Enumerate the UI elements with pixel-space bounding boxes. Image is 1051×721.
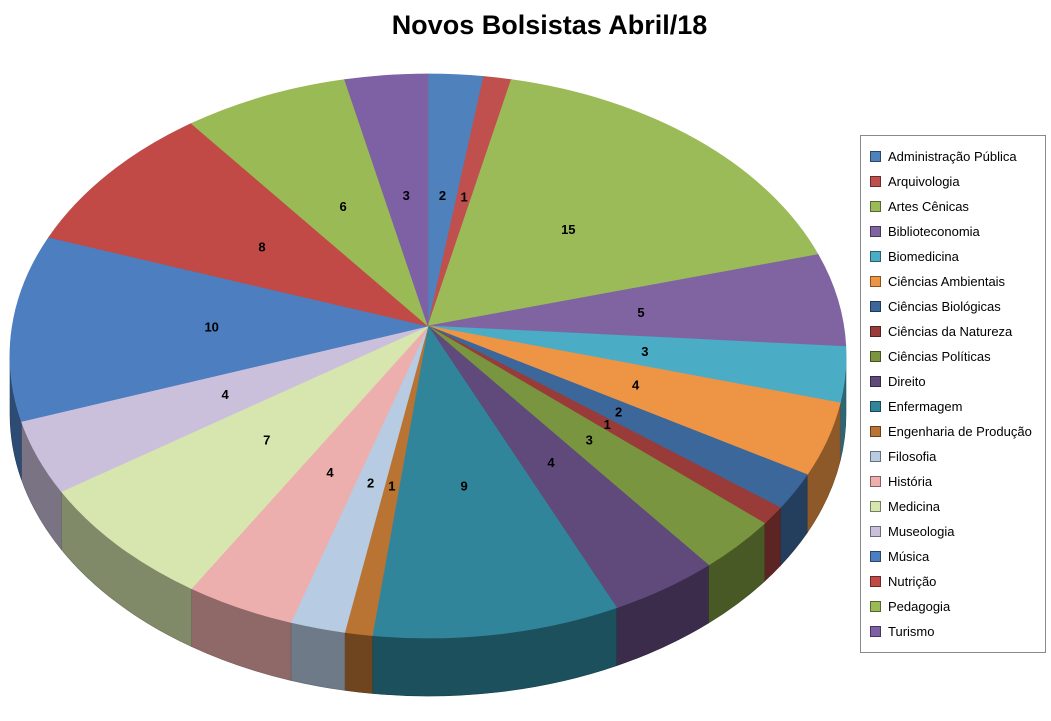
- legend-swatch: [870, 376, 881, 387]
- legend-label: Direito: [888, 374, 926, 389]
- legend-label: Biomedicina: [888, 249, 959, 264]
- slice-value-label: 10: [204, 319, 218, 334]
- legend-swatch: [870, 201, 881, 212]
- legend-swatch: [870, 551, 881, 562]
- pie-slice-wall: [290, 622, 345, 691]
- chart-title: Novos Bolsistas Abril/18: [391, 10, 708, 40]
- legend-label: Turismo: [888, 624, 935, 639]
- legend-swatch: [870, 351, 881, 362]
- legend-item: Ciências Políticas: [870, 344, 1039, 369]
- slice-value-label: 4: [547, 455, 555, 470]
- legend-label: Filosofia: [888, 449, 937, 464]
- legend-swatch: [870, 626, 881, 637]
- legend-swatch: [870, 426, 881, 437]
- legend-label: Ciências Políticas: [888, 349, 991, 364]
- legend-label: Ciências Biológicas: [888, 299, 1001, 314]
- legend-label: Ciências da Natureza: [888, 324, 1013, 339]
- legend-item: Turismo: [870, 619, 1039, 644]
- legend-item: Pedagogia: [870, 594, 1039, 619]
- legend-label: Música: [888, 549, 930, 564]
- legend-item: Biblioteconomia: [870, 219, 1039, 244]
- legend-label: Pedagogia: [888, 599, 951, 614]
- slice-value-label: 2: [615, 405, 622, 420]
- slice-value-label: 4: [632, 378, 640, 393]
- pie-slice-wall: [344, 631, 373, 694]
- slice-value-label: 9: [460, 479, 467, 494]
- legend-label: História: [888, 474, 933, 489]
- legend: Administração Pública Arquivologia Artes C…: [860, 135, 1046, 653]
- legend-swatch: [870, 401, 881, 412]
- legend-item: Ciências Ambientais: [870, 269, 1039, 294]
- legend-label: Artes Cênicas: [888, 199, 969, 214]
- slice-value-label: 1: [604, 417, 611, 432]
- legend-swatch: [870, 526, 881, 537]
- legend-item: Filosofia: [870, 444, 1039, 469]
- legend-item: Administração Pública: [870, 144, 1039, 169]
- slice-value-label: 5: [637, 305, 644, 320]
- legend-label: Ciências Ambientais: [888, 274, 1006, 289]
- slice-value-label: 4: [326, 465, 334, 480]
- pie-slice: [427, 79, 819, 327]
- slice-value-label: 1: [388, 479, 395, 494]
- pie-slice: [344, 73, 429, 327]
- legend-item: História: [870, 469, 1039, 494]
- slice-value-label: 8: [258, 239, 265, 254]
- slice-value-label: 7: [263, 433, 270, 448]
- legend-item: Engenharia de Produção: [870, 419, 1039, 444]
- legend-swatch: [870, 176, 881, 187]
- legend-item: Enfermagem: [870, 394, 1039, 419]
- pie-slice: [60, 325, 429, 589]
- slice-value-label: 3: [641, 344, 648, 359]
- legend-swatch: [870, 476, 881, 487]
- pie-slice: [371, 324, 618, 639]
- legend-item: Ciências Biológicas: [870, 294, 1039, 319]
- legend-label: Museologia: [888, 524, 955, 539]
- legend-swatch: [870, 576, 881, 587]
- legend-label: Engenharia de Produção: [888, 424, 1032, 439]
- legend-label: Biblioteconomia: [888, 224, 980, 239]
- legend-swatch: [870, 276, 881, 287]
- legend-swatch: [870, 501, 881, 512]
- slice-value-label: 15: [561, 222, 575, 237]
- legend-swatch: [870, 251, 881, 262]
- legend-item: Artes Cênicas: [870, 194, 1039, 219]
- slice-value-label: 2: [367, 476, 374, 491]
- slice-value-label: 4: [221, 387, 229, 402]
- legend-swatch: [870, 601, 881, 612]
- legend-label: Arquivologia: [888, 174, 960, 189]
- legend-label: Administração Pública: [888, 149, 1017, 164]
- pie-slice: [48, 123, 429, 327]
- slice-value-label: 1: [460, 190, 467, 205]
- slice-value-label: 6: [339, 199, 346, 214]
- pie-slice: [427, 254, 847, 348]
- legend-swatch: [870, 301, 881, 312]
- legend-swatch: [870, 451, 881, 462]
- legend-item: Nutrição: [870, 569, 1039, 594]
- legend-label: Medicina: [888, 499, 941, 514]
- legend-swatch: [870, 226, 881, 237]
- slice-value-label: 3: [586, 433, 593, 448]
- pie-slice: [9, 236, 429, 422]
- legend-item: Música: [870, 544, 1039, 569]
- legend-swatch: [870, 151, 881, 162]
- pie-slice: [190, 79, 429, 328]
- legend-label: Nutrição: [888, 574, 937, 589]
- legend-label: Enfermagem: [888, 399, 963, 414]
- legend-item: Museologia: [870, 519, 1039, 544]
- slice-value-label: 3: [403, 188, 410, 203]
- legend-item: Ciências da Natureza: [870, 319, 1039, 344]
- legend-swatch: [870, 326, 881, 337]
- legend-item: Biomedicina: [870, 244, 1039, 269]
- slice-value-label: 2: [439, 188, 446, 203]
- legend-item: Direito: [870, 369, 1039, 394]
- legend-item: Arquivologia: [870, 169, 1039, 194]
- legend-item: Medicina: [870, 494, 1039, 519]
